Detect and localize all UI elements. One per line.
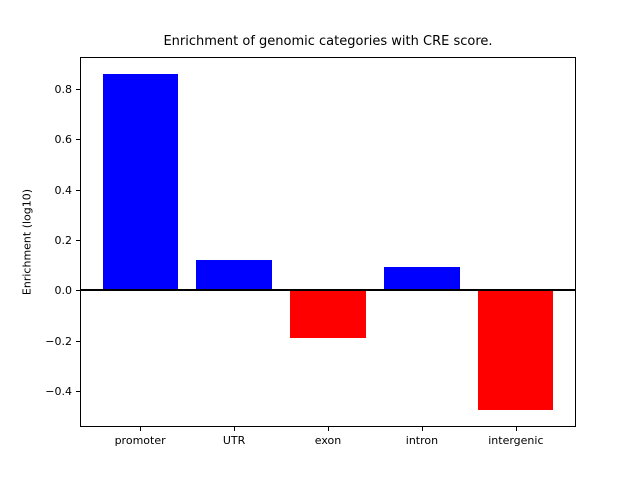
x-tick-label-exon: exon xyxy=(314,434,342,447)
y-tick-mark xyxy=(76,391,80,393)
bar-intergenic xyxy=(478,290,554,411)
y-tick-mark xyxy=(76,189,80,191)
x-tick-mark xyxy=(328,427,329,431)
x-tick-label-promoter: promoter xyxy=(114,434,166,447)
y-tick-label: 0.0 xyxy=(54,284,73,298)
x-tick-mark xyxy=(140,427,142,431)
y-tick-mark xyxy=(76,139,80,141)
x-tick-label-intergenic: intergenic xyxy=(488,434,544,447)
x-tick-mark xyxy=(234,427,236,431)
y-tick-label: −0.2 xyxy=(45,334,72,348)
y-tick-mark xyxy=(76,290,80,292)
y-tick-mark xyxy=(76,88,80,90)
x-tick-mark xyxy=(515,427,517,431)
y-tick-label: 0.6 xyxy=(54,133,73,147)
y-tick-label: −0.4 xyxy=(45,385,72,399)
y-tick-label: 0.2 xyxy=(54,234,73,248)
y-tick-label: 0.4 xyxy=(54,183,73,197)
bar-intron xyxy=(384,266,460,291)
bar-exon xyxy=(290,290,366,339)
bar-UTR xyxy=(196,260,272,291)
y-tick-mark xyxy=(76,240,80,242)
bar-promoter xyxy=(102,73,178,291)
x-tick-label-intron: intron xyxy=(405,434,439,447)
y-tick-mark xyxy=(76,340,80,342)
chart-title: Enrichment of genomic categories with CR… xyxy=(163,34,493,49)
zero-line xyxy=(80,289,576,292)
x-tick-mark xyxy=(421,427,423,431)
y-tick-label: 0.8 xyxy=(54,82,73,96)
x-tick-label-UTR: UTR xyxy=(222,434,246,447)
